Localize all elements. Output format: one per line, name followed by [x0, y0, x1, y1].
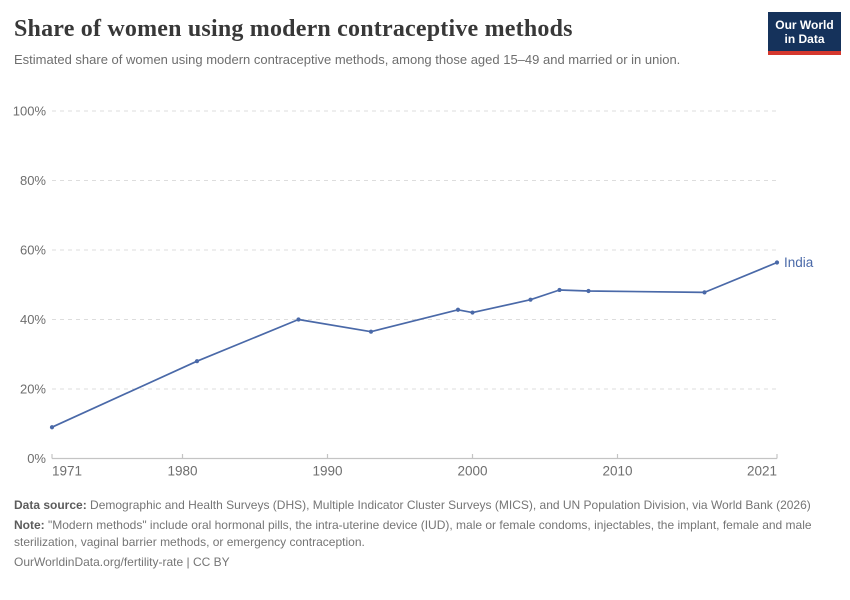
x-tick-label-2000: 2000 — [457, 464, 487, 479]
data-source-line: Data source: Demographic and Health Surv… — [14, 497, 836, 514]
data-point-india-2008[interactable] — [586, 288, 591, 294]
page-title: Share of women using modern contraceptiv… — [14, 16, 573, 42]
data-point-india-2016[interactable] — [702, 290, 707, 295]
note-label: Note: — [14, 518, 45, 532]
owid-logo-line1: Our World — [775, 17, 834, 32]
chart-subtitle: Estimated share of women using modern co… — [14, 52, 681, 67]
data-point-india-2000[interactable] — [470, 310, 475, 315]
note-line: Note: "Modern methods" include oral horm… — [14, 517, 836, 551]
chart-svg: 0% 20% 40% 60% 80% 100% 1971 1980 1990 2000 2010 20… — [13, 104, 814, 479]
license-link[interactable]: OurWorldinData.org/fertility-rate | CC B… — [14, 555, 230, 569]
y-tick-label-60: 60% — [20, 243, 46, 258]
data-point-india-1971[interactable] — [49, 425, 55, 430]
data-point-india-2006[interactable] — [557, 287, 562, 293]
x-tick-label-1990: 1990 — [312, 464, 342, 479]
x-tick-label-1980: 1980 — [167, 464, 197, 479]
data-point-india-1988[interactable] — [296, 317, 301, 322]
owid-logo[interactable]: Our World in Data — [768, 12, 841, 55]
x-tick-label-2010: 2010 — [602, 464, 632, 479]
data-source-label: Data source: — [14, 498, 87, 512]
data-point-india-2021[interactable] — [774, 260, 780, 265]
y-tick-label-40: 40% — [20, 312, 46, 327]
x-tick-label-2021: 2021 — [747, 464, 777, 479]
note-text: "Modern methods" include oral hormonal p… — [14, 518, 812, 549]
chart-header: Share of women using modern contraceptiv… — [14, 14, 754, 69]
series-label-india[interactable]: India — [784, 255, 814, 270]
data-point-india-1981[interactable] — [194, 359, 200, 364]
data-source-text: Demographic and Health Surveys (DHS), Mu… — [86, 498, 811, 512]
x-tick-label-1971: 1971 — [52, 464, 82, 479]
data-point-india-1993[interactable] — [368, 329, 374, 334]
owid-logo-line2: in Data — [784, 31, 825, 46]
series-line-india[interactable] — [51, 261, 778, 429]
data-point-india-1999[interactable] — [455, 307, 461, 312]
y-tick-label-100: 100% — [13, 104, 47, 119]
data-point-india-2004[interactable] — [528, 297, 533, 302]
y-tick-label-80: 80% — [20, 173, 46, 188]
y-tick-label-20: 20% — [20, 382, 46, 397]
y-tick-label-0: 0% — [27, 451, 46, 466]
chart-footer: Data source: Demographic and Health Surv… — [14, 497, 836, 574]
